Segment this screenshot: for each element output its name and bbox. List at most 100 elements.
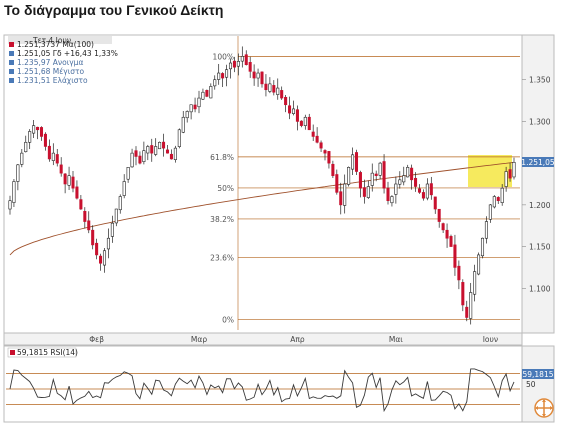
candle-body xyxy=(453,244,457,268)
candle-body xyxy=(496,197,500,201)
candle-body xyxy=(256,72,260,79)
candle xyxy=(488,203,492,223)
candle xyxy=(421,189,425,201)
candle xyxy=(484,216,488,244)
candle-body xyxy=(189,104,193,113)
candle-body xyxy=(248,62,252,72)
candle xyxy=(354,149,359,176)
candle-body xyxy=(268,83,272,92)
legend-swatch xyxy=(9,51,14,56)
candle xyxy=(24,135,28,153)
candle-body xyxy=(55,154,59,164)
candle xyxy=(16,164,20,191)
candle xyxy=(118,194,122,214)
candle-body xyxy=(465,306,469,318)
candle xyxy=(469,282,473,325)
candle-body xyxy=(303,116,307,126)
candle xyxy=(473,264,477,302)
candle xyxy=(315,127,319,144)
candle xyxy=(114,208,118,227)
candle-body xyxy=(16,164,20,182)
candle-body xyxy=(236,61,240,67)
candle-body xyxy=(20,152,24,165)
candle xyxy=(102,248,107,273)
candle-body xyxy=(366,186,370,198)
date-tick-label: Μαρ xyxy=(191,335,207,344)
candle xyxy=(496,196,500,204)
legend-entry: 1.251,3737 Μα(100) xyxy=(17,40,94,49)
candle-body xyxy=(351,154,355,170)
candle-body xyxy=(110,222,114,237)
current-price-badge xyxy=(522,157,554,167)
candle xyxy=(331,160,335,178)
candle xyxy=(252,64,256,86)
candle-body xyxy=(47,145,51,160)
candle xyxy=(36,126,40,140)
fib-label: 61.8% xyxy=(210,153,234,162)
candle-body xyxy=(319,142,323,149)
candle-body xyxy=(28,131,32,143)
rsi-line xyxy=(9,368,515,413)
candle-body xyxy=(441,223,445,231)
candle xyxy=(91,225,95,250)
candle-body xyxy=(142,150,146,162)
candle xyxy=(217,63,221,85)
candle-body xyxy=(406,167,410,178)
candle xyxy=(244,50,248,66)
candle-body xyxy=(429,183,433,196)
legend-swatch xyxy=(9,78,14,83)
candle xyxy=(185,110,189,123)
candle-body xyxy=(102,250,107,266)
candle xyxy=(173,145,177,163)
candle-body xyxy=(221,73,225,79)
page-title: Το διάγραμμα του Γενικού Δείκτη xyxy=(4,2,224,18)
candle-body xyxy=(138,155,142,164)
candle-body xyxy=(327,151,331,164)
candle-body xyxy=(181,116,185,133)
fib-label: 0% xyxy=(222,316,234,325)
candle-body xyxy=(165,149,170,154)
candle xyxy=(461,279,465,312)
candle-body xyxy=(173,147,177,160)
candle-body xyxy=(99,255,103,264)
candle xyxy=(319,140,323,153)
rsi-value-label: 59,1815 xyxy=(522,370,553,379)
candle xyxy=(366,180,370,199)
candles xyxy=(8,46,516,325)
candle xyxy=(386,181,390,205)
candle xyxy=(138,151,142,165)
candle xyxy=(335,169,339,195)
candle-body xyxy=(162,141,166,149)
candle-body xyxy=(315,135,319,143)
candle-body xyxy=(79,199,83,210)
candle-body xyxy=(201,91,205,100)
candle xyxy=(47,139,51,162)
candle-body xyxy=(417,188,422,193)
candle xyxy=(142,141,146,165)
candle-body xyxy=(272,85,276,93)
candle-body xyxy=(398,179,402,185)
candle-body xyxy=(43,133,47,147)
candle-body xyxy=(24,141,28,153)
candle-body xyxy=(232,60,236,68)
candle xyxy=(162,133,166,157)
date-tick-label: Μαι xyxy=(389,335,403,344)
candle-body xyxy=(193,104,197,110)
candle-body xyxy=(158,141,162,150)
zoom-icon[interactable] xyxy=(534,398,554,418)
candle-body xyxy=(343,183,347,206)
candle xyxy=(39,126,44,141)
candle-body xyxy=(504,171,508,187)
candle xyxy=(358,170,362,198)
price-tick-label: 1.150 xyxy=(529,243,551,252)
candle-body xyxy=(244,54,248,65)
candle xyxy=(209,83,213,99)
candle xyxy=(280,86,284,100)
candle xyxy=(51,143,55,166)
candle xyxy=(122,174,126,199)
candle-body xyxy=(382,161,386,189)
candle-body xyxy=(252,71,256,79)
candle-body xyxy=(414,177,418,187)
candle-body xyxy=(146,146,150,154)
candle xyxy=(20,149,24,168)
